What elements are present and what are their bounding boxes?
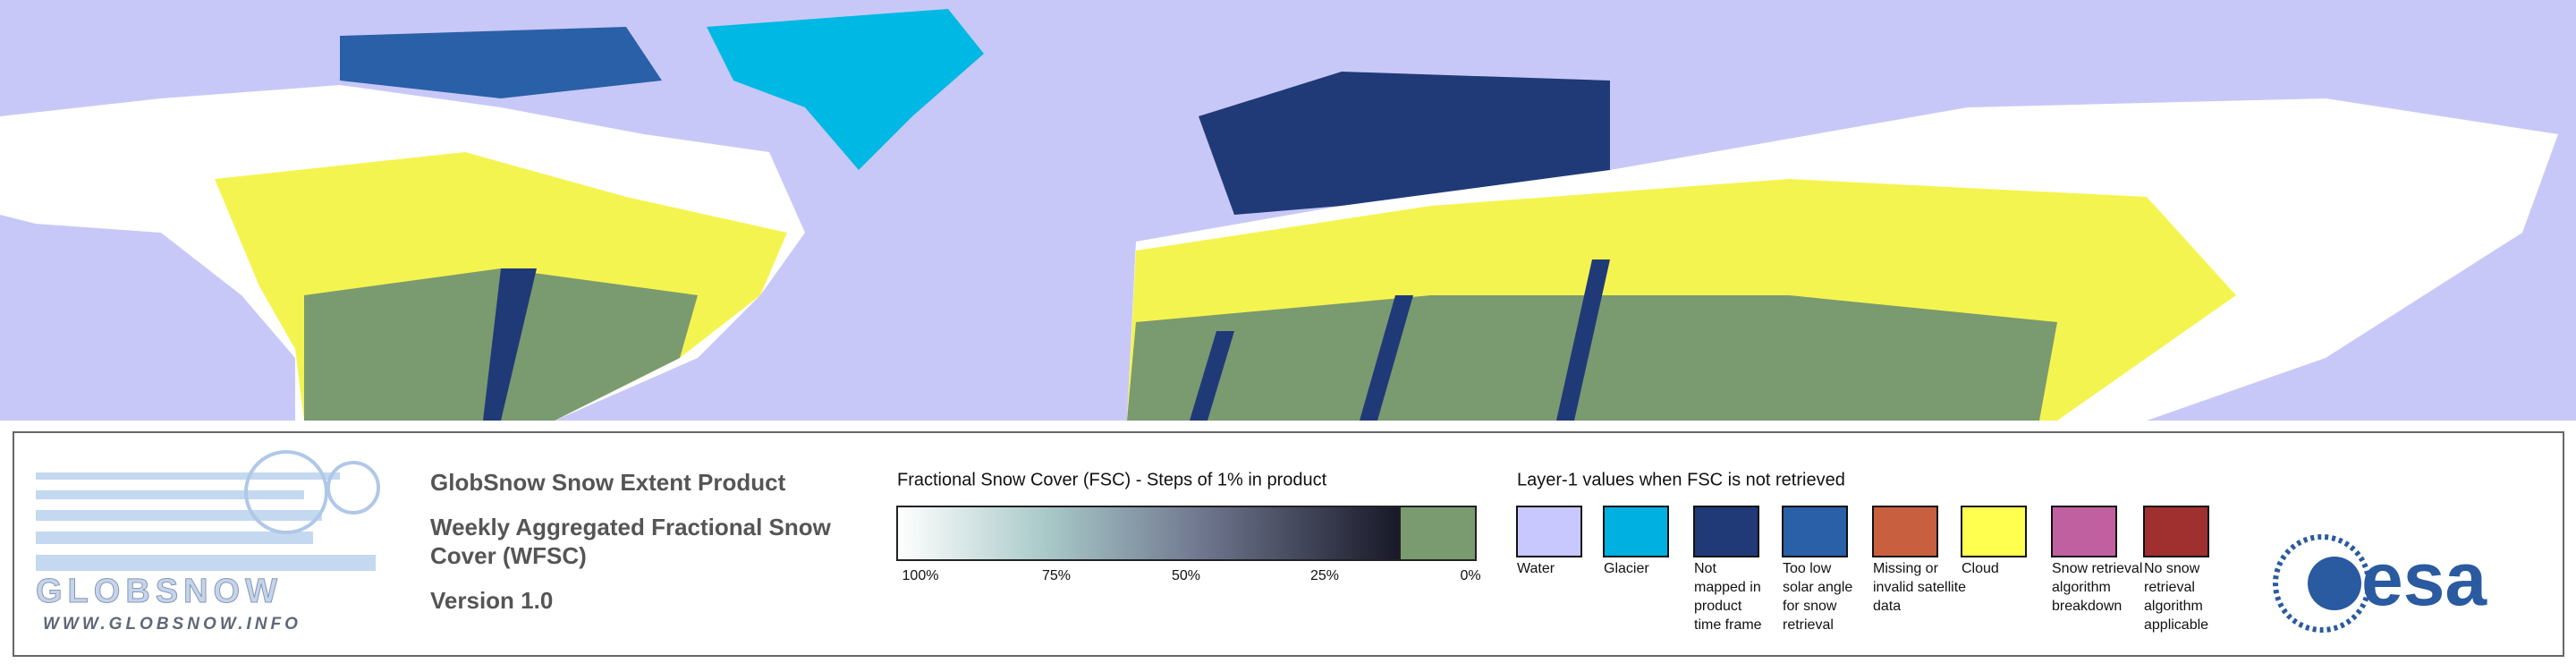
logo [36, 450, 380, 571]
legend-label: algorithm [2144, 599, 2203, 614]
legend-swatch [1961, 506, 2027, 557]
legend-label: No snow [2144, 561, 2200, 576]
legend-label: Cloud [1962, 561, 1999, 576]
legend-swatch [1603, 506, 1669, 557]
subtitle-line: Weekly Aggregated Fractional Snow [430, 514, 832, 540]
header: GlobSnow Snow Extent Product Weekly Aggr… [430, 469, 832, 614]
legend-label: retrieval [2144, 580, 2195, 595]
legend-label: for snow [1783, 599, 1837, 614]
legend-label: solar angle [1783, 580, 1852, 595]
legend-label: data [1873, 599, 1901, 614]
product-title: GlobSnow Snow Extent Product [430, 469, 786, 496]
version: Version 1.0 [430, 587, 553, 614]
legend-label: mapped in [1694, 580, 1761, 595]
layer1-items: Water Glacier Not mapped in product time fram… [1516, 506, 2209, 633]
legend-label: applicable [2144, 617, 2208, 633]
legend-label: Snow retrieval [2052, 561, 2142, 576]
legend-swatch [1693, 506, 1759, 557]
scale-gradient [896, 506, 1401, 561]
scale-no-snow [1399, 506, 1477, 561]
logo-name: GLOBSNOW [36, 573, 283, 610]
legend-label: algorithm [2052, 580, 2111, 595]
logo-url: WWW.GLOBSNOW.INFO [43, 615, 301, 634]
agency: esa [2361, 537, 2487, 621]
legend-swatch [1516, 506, 1582, 557]
legend-swatch [1872, 506, 1938, 557]
legend-label: Water [1517, 561, 1555, 576]
layer1-title: Layer-1 values when FSC is not retrieved [1517, 470, 1845, 489]
legend-label: breakdown [2052, 599, 2122, 614]
map [0, 0, 2576, 421]
legend-label: Not [1694, 561, 1716, 576]
legend-label: product [1694, 599, 1742, 614]
scale-tick-label: 50% [1172, 568, 1200, 583]
legend-label: Too low [1783, 561, 1832, 576]
scale-ticks: 100% 75% 50% 25% 0% [902, 568, 1481, 583]
legend-label: time frame [1694, 617, 1762, 633]
legend-label: invalid satellite [1873, 580, 1966, 595]
legend-swatch [1782, 506, 1848, 557]
esa-logo: esa [2273, 534, 2487, 633]
scale-tick-label: 100% [902, 568, 939, 583]
scale-tick-label: 0% [1460, 568, 1480, 583]
legend-label: retrieval [1783, 617, 1834, 633]
legend-swatch [2051, 506, 2117, 557]
scale-tick-label: 25% [1310, 568, 1339, 583]
scale-title: Fractional Snow Cover (FSC) - Steps of 1… [897, 470, 1327, 489]
scale-tick-label: 75% [1042, 568, 1071, 583]
subtitle-line: Cover (WFSC) [430, 542, 587, 569]
legend-swatch [2143, 506, 2209, 557]
legend-label: Missing or [1873, 561, 1939, 576]
legend-label: Glacier [1604, 561, 1649, 576]
